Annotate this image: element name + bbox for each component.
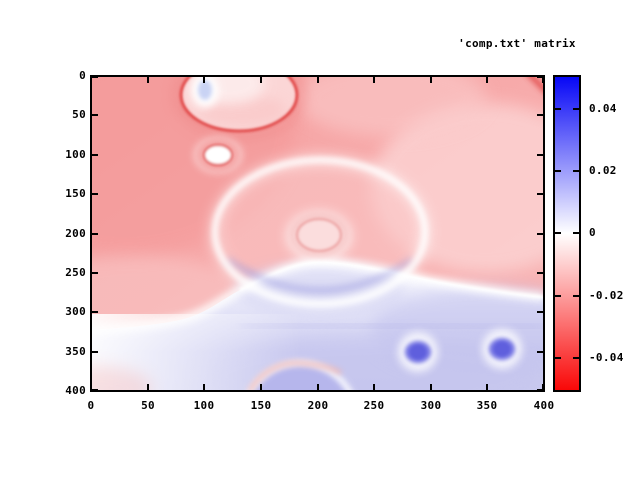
x-tick-label: 400 <box>533 399 555 412</box>
y-tick-label: 350 <box>65 345 86 358</box>
x-tick-label: 250 <box>363 399 385 412</box>
x-tick-label: 300 <box>420 399 442 412</box>
y-tick-label: 50 <box>72 108 86 121</box>
y-axis-ticks-right <box>537 76 543 391</box>
y-tick-label: 0 <box>79 69 86 82</box>
plot-border <box>90 75 545 392</box>
y-tick-label: 200 <box>65 227 86 240</box>
colorbar-tick-label: 0.04 <box>589 102 617 115</box>
x-axis-ticks-top <box>90 77 544 83</box>
y-tick-label: 300 <box>65 305 86 318</box>
x-axis-ticks-bottom <box>90 384 544 390</box>
colorbar-ticks-right <box>573 108 579 359</box>
x-tick-label: 100 <box>193 399 215 412</box>
x-tick-label: 350 <box>476 399 498 412</box>
colorbar-tick-label: -0.04 <box>589 351 624 364</box>
x-tick-label: 50 <box>141 399 155 412</box>
heatmap-field <box>91 76 544 391</box>
y-tick-label: 400 <box>65 384 86 397</box>
y-tick-label: 250 <box>65 266 86 279</box>
x-tick-label: 150 <box>250 399 272 412</box>
plot-border-and-ticks <box>90 75 545 392</box>
x-tick-label: 0 <box>87 399 95 412</box>
colorbar <box>553 75 581 392</box>
colorbar-tick-label: 0 <box>589 226 596 239</box>
colorbar-tick-label: -0.02 <box>589 289 624 302</box>
y-tick-label: 150 <box>65 187 86 200</box>
y-tick-label: 100 <box>65 148 86 161</box>
x-tick-label: 200 <box>307 399 329 412</box>
y-axis-ticks-left <box>92 76 98 391</box>
legend-label: 'comp.txt' matrix <box>458 37 576 50</box>
colorbar-ticks-left <box>555 108 561 359</box>
colorbar-tick-label: 0.02 <box>589 164 617 177</box>
